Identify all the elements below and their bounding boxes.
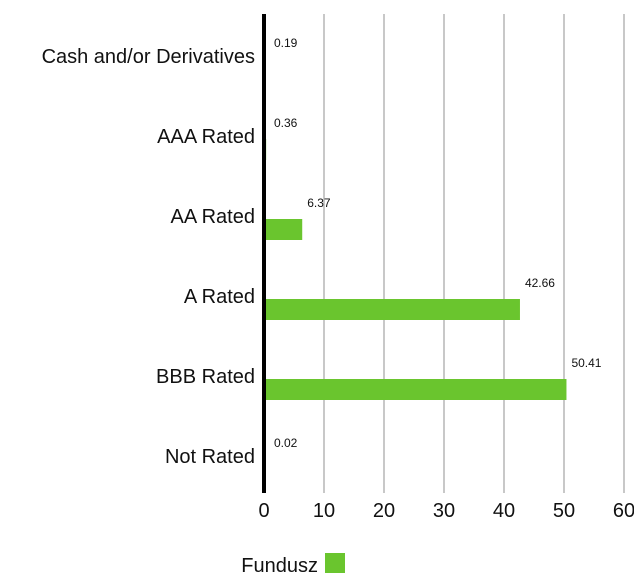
data-label: 6.37 [307, 196, 331, 210]
bar [264, 219, 303, 240]
gridlines [323, 14, 625, 493]
data-label: 50.41 [571, 356, 601, 370]
legend: Fundusz [241, 553, 345, 574]
x-tick-label: 40 [493, 500, 515, 522]
bar [264, 299, 520, 320]
legend-swatch [325, 553, 345, 573]
x-tick-label: 30 [433, 500, 455, 522]
x-tick-label: 20 [373, 500, 395, 522]
x-tick-label: 60 [613, 500, 634, 522]
data-label: 0.19 [274, 36, 298, 50]
data-label: 0.02 [274, 436, 298, 450]
bars [264, 59, 567, 480]
category-label: AA Rated [170, 206, 255, 228]
x-tick-label: 50 [553, 500, 575, 522]
category-label: Not Rated [165, 446, 255, 468]
data-label: 0.36 [274, 116, 298, 130]
category-label: Cash and/or Derivatives [42, 46, 255, 68]
x-tick-label: 0 [258, 500, 269, 522]
bar [264, 379, 567, 400]
category-label: A Rated [184, 286, 255, 308]
category-labels: Cash and/or Derivatives AAA Rated AA Rated… [42, 46, 255, 468]
category-label: BBB Rated [156, 366, 255, 388]
x-tick-label: 10 [313, 500, 335, 522]
x-tick-labels: 0 10 20 30 40 50 60 [258, 500, 634, 522]
legend-label: Fundusz [241, 555, 318, 574]
data-label: 42.66 [525, 276, 555, 290]
category-label: AAA Rated [157, 126, 255, 148]
data-labels: 0.19 0.36 6.37 42.66 50.41 0.02 [274, 36, 602, 450]
